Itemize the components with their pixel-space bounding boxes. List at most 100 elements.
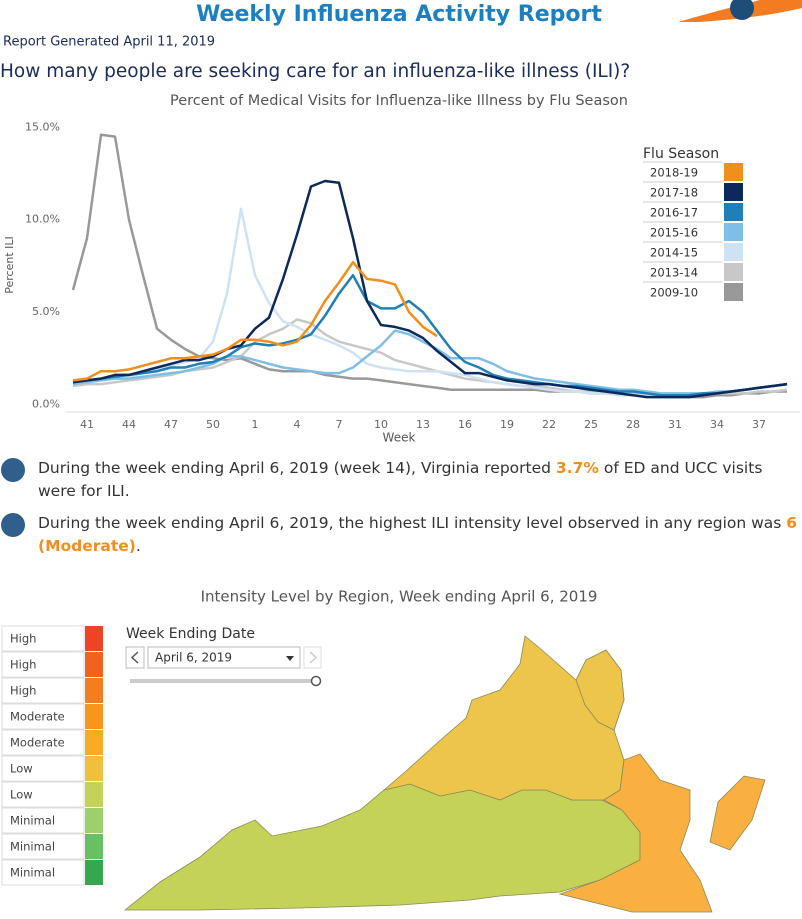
prev-arrow <box>130 651 139 664</box>
region-northern[interactable] <box>575 649 625 731</box>
bullet-text: During the week ending April 6, 2019 (we… <box>38 459 556 477</box>
legend-label: 2016-17 <box>650 206 698 220</box>
legend-swatch <box>724 203 743 221</box>
series-line <box>72 260 438 382</box>
chart-title: Percent of Medical Visits for Influenza-… <box>170 93 628 109</box>
report-date: Report Generated April 11, 2019 <box>3 35 215 50</box>
intensity-row <box>1 807 85 834</box>
intensity-row <box>1 677 85 704</box>
x-tick-label: 47 <box>164 418 178 431</box>
intensity-swatch <box>85 756 103 781</box>
x-tick-label: 50 <box>206 418 220 431</box>
next-button[interactable] <box>303 646 322 669</box>
legend-label: 2014-15 <box>650 246 698 260</box>
x-tick-label: 25 <box>584 418 598 431</box>
legend-label: 2013-14 <box>650 266 698 280</box>
y-tick-label: 15.0% <box>25 120 60 133</box>
x-tick-label: 19 <box>500 418 514 431</box>
bullet-icon <box>1 513 25 537</box>
y-tick-label: 5.0% <box>32 305 60 318</box>
x-tick-label: 22 <box>542 418 556 431</box>
bullet-highlight: 6 (Moderate) <box>38 514 798 555</box>
x-tick-label: 31 <box>668 418 682 431</box>
legend-title: Flu Season <box>643 146 719 162</box>
y-tick-label: 0.0% <box>32 397 60 410</box>
x-tick-label: 28 <box>626 418 640 431</box>
bullet-highlight: 3.7% <box>555 459 599 477</box>
intensity-label: Low <box>10 788 33 802</box>
region-southwest[interactable] <box>123 783 641 911</box>
legend-label: 2017-18 <box>650 186 698 200</box>
intensity-swatch <box>85 808 103 833</box>
intensity-row <box>1 625 85 652</box>
slider-handle[interactable] <box>310 675 322 687</box>
region-eastern[interactable] <box>558 753 713 913</box>
x-tick-label: 41 <box>80 418 94 431</box>
logo-virus <box>730 0 754 20</box>
intensity-label: Low <box>10 762 33 776</box>
x-tick-label: 10 <box>374 418 388 431</box>
logo <box>678 0 802 22</box>
date-dropdown[interactable] <box>147 646 301 669</box>
intensity-swatch <box>85 652 103 677</box>
x-tick-label: 13 <box>416 418 430 431</box>
intensity-row <box>1 781 85 808</box>
intensity-swatch <box>85 860 103 885</box>
x-tick-label: 1 <box>252 418 259 431</box>
bullet-1: During the week ending April 6, 2019 (we… <box>38 457 798 503</box>
bullet-icon <box>1 458 25 482</box>
legend-swatch <box>724 263 743 281</box>
virginia-map <box>123 635 766 913</box>
intensity-swatch <box>85 626 103 651</box>
intensity-label: Minimal <box>10 814 55 828</box>
region-eastern-shore[interactable] <box>709 775 766 851</box>
date-value: April 6, 2019 <box>155 651 232 665</box>
question: How many people are seeking care for an … <box>0 61 630 82</box>
intensity-row <box>1 833 85 860</box>
intensity-label: Moderate <box>10 736 65 750</box>
intensity-row <box>1 729 85 756</box>
intensity-swatch <box>85 782 103 807</box>
intensity-row <box>1 703 85 730</box>
bullet-icons <box>1 458 25 537</box>
x-tick-label: 44 <box>122 418 136 431</box>
intensity-label: High <box>10 658 36 672</box>
intensity-row <box>1 651 85 678</box>
y-axis-label: Percent ILI <box>3 236 16 294</box>
legend-label: 2009-10 <box>650 286 698 300</box>
x-axis-label: Week <box>383 431 416 445</box>
intensity-label: High <box>10 632 36 646</box>
intensity-label: Minimal <box>10 840 55 854</box>
intensity-swatch <box>85 834 103 859</box>
series-line <box>72 273 788 397</box>
legend-swatch <box>724 283 743 301</box>
legend-swatch <box>724 243 743 261</box>
legend-swatch <box>724 223 743 241</box>
x-tick-label: 16 <box>458 418 472 431</box>
legend-swatch <box>724 163 743 181</box>
intensity-row <box>1 755 85 782</box>
dropdown-arrow <box>286 656 294 661</box>
bullet-text: of ED and UCC visits were for ILI. <box>38 459 763 500</box>
next-arrow <box>309 651 318 664</box>
x-tick-label: 7 <box>336 418 343 431</box>
intensity-swatch <box>85 678 103 703</box>
prev-button[interactable] <box>125 646 145 669</box>
intensity-label: High <box>10 684 36 698</box>
intensity-swatch <box>85 704 103 729</box>
bullet-text: During the week ending April 6, 2019, th… <box>38 514 787 532</box>
page-title: Weekly Influenza Activity Report <box>196 2 602 27</box>
map-title: Intensity Level by Region, Week ending A… <box>201 588 598 606</box>
series-line <box>72 179 788 399</box>
legend-swatch <box>724 183 743 201</box>
intensity-label: Minimal <box>10 866 55 880</box>
intensity-row <box>1 859 85 886</box>
bullet-2: During the week ending April 6, 2019, th… <box>38 512 798 558</box>
x-tick-label: 4 <box>294 418 301 431</box>
x-tick-label: 37 <box>752 418 766 431</box>
legend-label: 2015-16 <box>650 226 698 240</box>
x-tick-label: 34 <box>710 418 724 431</box>
legend-label: 2018-19 <box>650 166 698 180</box>
intensity-label: Moderate <box>10 710 65 724</box>
